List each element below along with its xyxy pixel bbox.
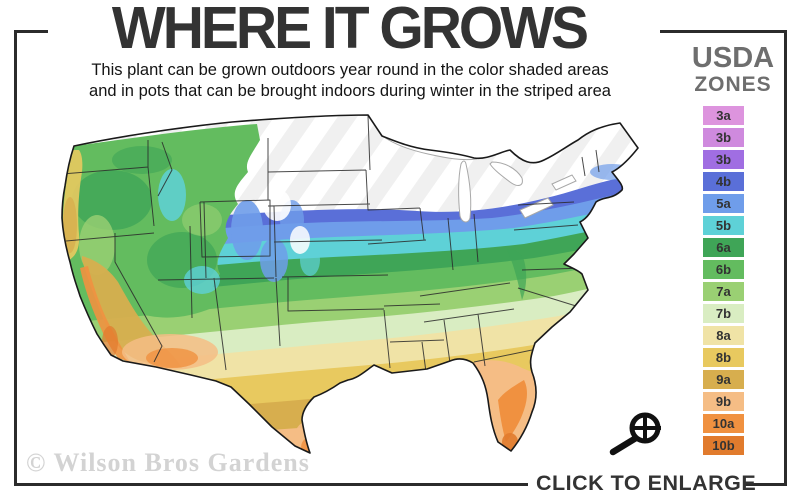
frame-border-right	[784, 30, 787, 486]
subtitle-line-2: and in pots that can be brought indoors …	[89, 81, 611, 100]
map-patch-cascades-5b	[158, 169, 186, 221]
map-patch-6a	[72, 170, 152, 230]
map-patch-oregon-coast	[63, 197, 77, 253]
us-map-svg	[61, 114, 639, 454]
usda-zones-heading: USDA ZONES	[675, 44, 791, 97]
map-region-appalachians	[507, 249, 527, 300]
frame-border-top-right	[660, 30, 787, 33]
enlarge-label[interactable]: CLICK TO ENLARGE	[536, 471, 757, 495]
zone-chip-9b: 9b	[703, 392, 744, 411]
map-patch-arizona-orange	[146, 348, 198, 368]
zone-chip-10b: 10b	[703, 436, 744, 455]
map-patch-high-rockies-white	[263, 189, 291, 221]
map-region-california-coast-orange	[80, 266, 130, 362]
enlarge-control[interactable]: CLICK TO ENLARGE	[536, 402, 757, 496]
zone-chip-5a: 5a	[703, 194, 744, 213]
map-patch-rockies-5a	[231, 200, 263, 260]
usda-zone-map[interactable]	[52, 110, 664, 484]
lake-michigan	[458, 160, 472, 223]
subtitle: This plant can be grown outdoors year ro…	[40, 60, 660, 101]
lake-huron	[489, 161, 523, 186]
zone-chip-7b: 7b	[703, 304, 744, 323]
zone-chip-6a: 6a	[703, 238, 744, 257]
zone-chip-3b-2: 3b	[703, 150, 744, 169]
zone-chip-5b: 5b	[703, 216, 744, 235]
map-patch-florida-tip	[502, 433, 518, 451]
map-region-florida-orange	[498, 380, 527, 442]
zones-label: ZONES	[694, 73, 772, 96]
map-patch-7a	[182, 204, 222, 236]
zone-chip-3a: 3a	[703, 106, 744, 125]
map-patch-high-rockies-white	[290, 226, 310, 254]
frame-border-top-left	[14, 30, 48, 33]
map-patch-rockies-5a	[260, 238, 288, 282]
map-patch-5b	[184, 266, 220, 294]
lake-ontario	[551, 174, 577, 191]
usda-label: USDA	[691, 42, 775, 74]
frame-border-left	[14, 30, 17, 486]
page-title: WHERE IT GROWS	[111, 0, 589, 62]
state-borders	[62, 115, 600, 373]
zone-legend: 3a 3b 3b 4b 5a 5b 6a 6b 7a 7b 8a 8b 9a 9…	[703, 106, 744, 458]
watermark: © Wilson Bros Gardens	[26, 448, 310, 477]
subtitle-line-1: This plant can be grown outdoors year ro…	[91, 61, 609, 79]
zone-chip-10a: 10a	[703, 414, 744, 433]
zone-chip-7a: 7a	[703, 282, 744, 301]
zone-chip-6b: 6b	[703, 260, 744, 279]
zone-chip-9a: 9a	[703, 370, 744, 389]
frame-border-bottom-right	[744, 483, 787, 486]
us-outline	[61, 114, 639, 454]
map-patch-6a	[112, 146, 172, 174]
lake-erie	[519, 197, 554, 219]
magnifier-zoom-icon[interactable]	[600, 402, 672, 464]
zone-chip-4b: 4b	[703, 172, 744, 191]
zone-chip-8a: 8a	[703, 326, 744, 345]
frame-border-bottom-left	[14, 483, 528, 486]
zone-chip-3b: 3b	[703, 128, 744, 147]
zone-chip-8b: 8b	[703, 348, 744, 367]
